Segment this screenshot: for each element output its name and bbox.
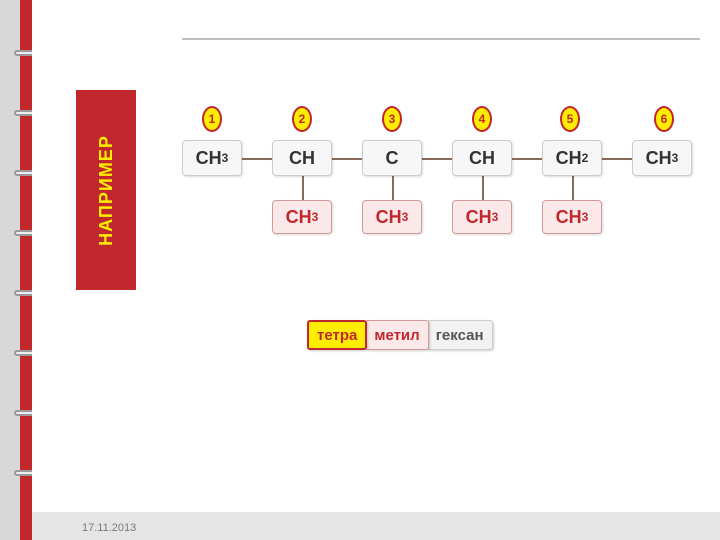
chain-carbon: CH <box>452 140 512 176</box>
chain-carbon: CH3 <box>182 140 242 176</box>
bond-vertical <box>482 176 484 200</box>
chain-carbon: C <box>362 140 422 176</box>
chain-carbon: CH3 <box>632 140 692 176</box>
chain-carbon: CH2 <box>542 140 602 176</box>
carbon-number-badge: 4 <box>472 106 492 132</box>
notebook-spine-accent <box>20 0 32 540</box>
bond-horizontal <box>512 158 542 160</box>
carbon-number-badge: 2 <box>292 106 312 132</box>
side-title-text: НАПРИМЕР <box>96 135 117 246</box>
bond-horizontal <box>332 158 362 160</box>
bond-horizontal <box>242 158 272 160</box>
carbon-number-badge: 5 <box>560 106 580 132</box>
bond-vertical <box>302 176 304 200</box>
side-title-panel: НАПРИМЕР <box>76 90 136 290</box>
page-area: НАПРИМЕР CH31CH2C3CH4CH25CH36CH3CH3CH3CH… <box>32 0 720 540</box>
carbon-number-badge: 3 <box>382 106 402 132</box>
chain-carbon: CH <box>272 140 332 176</box>
name-main: гексан <box>427 320 493 350</box>
substituent-group: CH3 <box>452 200 512 234</box>
bond-horizontal <box>422 158 452 160</box>
header-divider <box>182 38 700 40</box>
substituent-group: CH3 <box>362 200 422 234</box>
name-prefix: тетра <box>307 320 367 350</box>
carbon-number-badge: 1 <box>202 106 222 132</box>
footer-date: 17.11.2013 <box>82 522 136 534</box>
compound-name: тетра метил гексан <box>307 320 493 350</box>
carbon-number-badge: 6 <box>654 106 674 132</box>
substituent-group: CH3 <box>542 200 602 234</box>
bond-vertical <box>572 176 574 200</box>
substituent-group: CH3 <box>272 200 332 234</box>
bond-vertical <box>392 176 394 200</box>
name-substituent: метил <box>365 320 428 350</box>
bond-horizontal <box>602 158 632 160</box>
